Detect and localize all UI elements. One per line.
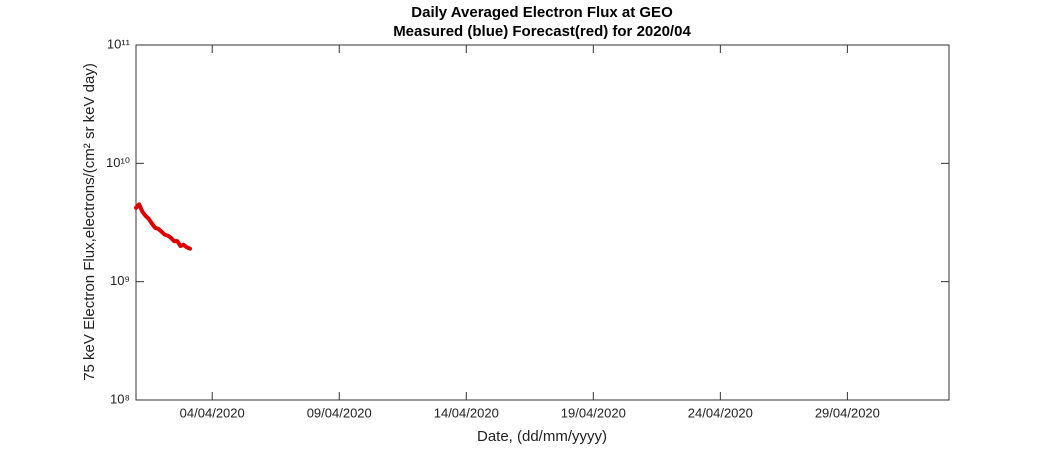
x-tick-label: 29/04/2020 bbox=[815, 405, 880, 420]
x-tick-label: 09/04/2020 bbox=[307, 405, 372, 420]
plot-frame bbox=[135, 44, 950, 401]
y-tick-label: 10¹⁰ bbox=[106, 155, 130, 170]
data-line bbox=[134, 202, 192, 251]
x-tick-label: 24/04/2020 bbox=[688, 405, 753, 420]
y-axis-label: 75 keV Electron Flux,electrons/(cm² sr k… bbox=[81, 63, 98, 381]
chart-subtitle: Measured (blue) Forecast(red) for 2020/0… bbox=[393, 23, 691, 40]
x-axis-label: Date, (dd/mm/yyyy) bbox=[477, 428, 607, 445]
x-tick-label: 14/04/2020 bbox=[434, 405, 499, 420]
x-tick-label: 04/04/2020 bbox=[180, 405, 245, 420]
y-tick-label: 10⁹ bbox=[110, 273, 130, 288]
x-tick-label: 19/04/2020 bbox=[561, 405, 626, 420]
y-tick-label: 10⁸ bbox=[110, 391, 130, 406]
chart-title: Daily Averaged Electron Flux at GEO bbox=[411, 4, 673, 21]
y-tick-label: 10¹¹ bbox=[107, 36, 131, 51]
